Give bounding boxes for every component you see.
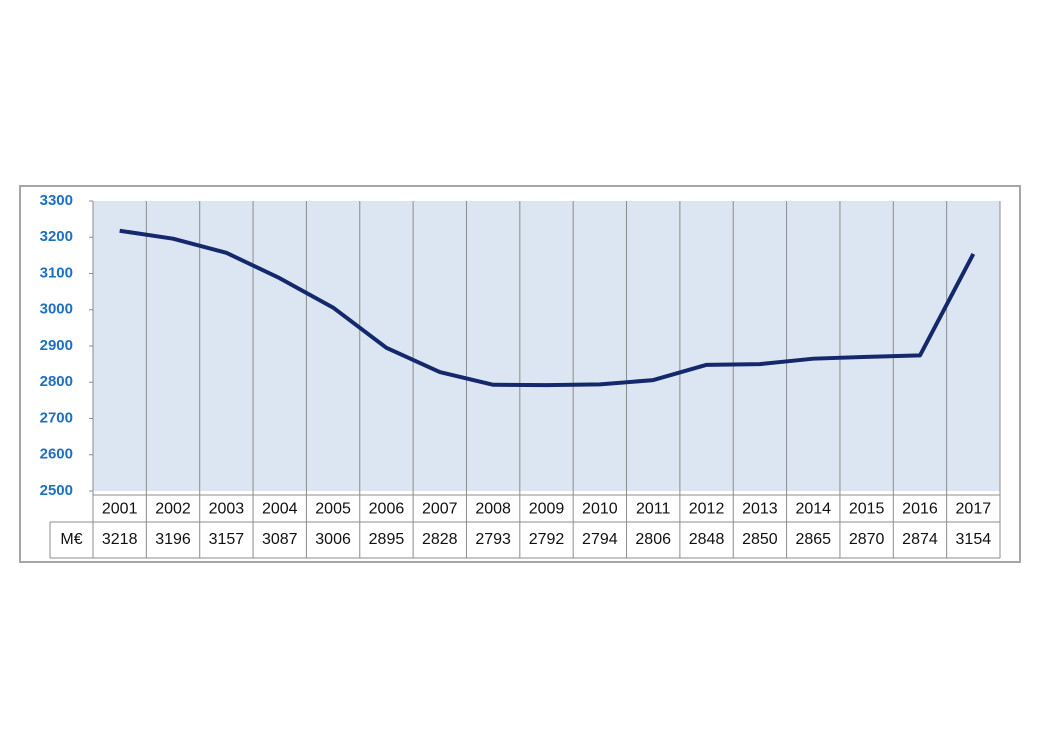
data-table-value: 2865 [795, 531, 831, 548]
line [119, 228, 976, 388]
data-table-value: 3006 [315, 531, 351, 548]
x-tick-label: 2015 [849, 501, 885, 518]
y-tick-label: 2900 [40, 337, 73, 354]
x-tick-label: 2014 [795, 501, 831, 518]
x-tick-label: 2009 [529, 501, 565, 518]
x-tick-label: 2017 [956, 501, 992, 518]
y-tick-label: 2800 [40, 373, 73, 390]
plot-area [93, 201, 1000, 491]
data-table-value: 3218 [102, 531, 138, 548]
data-table-value: 2850 [742, 531, 778, 548]
y-tick-label: 3300 [40, 192, 73, 209]
y-tick-label: 3200 [40, 228, 73, 245]
data-table-value: 2848 [689, 531, 725, 548]
x-tick-label: 2003 [209, 501, 245, 518]
y-tick-label: 2500 [40, 482, 73, 499]
x-tick-label: 2007 [422, 501, 458, 518]
data-table-value: 2870 [849, 531, 885, 548]
x-tick-label: 2010 [582, 501, 618, 518]
legend-key: M€ [60, 531, 82, 548]
x-tick-label: 2001 [102, 501, 138, 518]
data-table-value: 2874 [902, 531, 938, 548]
x-tick-label: 2012 [689, 501, 725, 518]
data-table-value: 2793 [475, 531, 511, 548]
data-table-value: 2792 [529, 531, 565, 548]
data-table-value: 3196 [155, 531, 191, 548]
data-table-value: 2806 [635, 531, 671, 548]
x-tick-label: 2013 [742, 501, 778, 518]
y-tick-label: 2600 [40, 446, 73, 463]
data-table-value: 2895 [369, 531, 405, 548]
x-tick-label: 2011 [636, 501, 671, 518]
data-table-value: 2794 [582, 531, 618, 548]
x-tick-label: 2002 [155, 501, 191, 518]
x-tick-label: 2006 [369, 501, 405, 518]
y-tick-label: 2700 [40, 409, 73, 426]
x-tick-label: 2016 [902, 501, 938, 518]
x-tick-label: 2005 [315, 501, 351, 518]
x-tick-label: 2008 [475, 501, 511, 518]
data-table-value: 3087 [262, 531, 298, 548]
data-table-value: 2828 [422, 531, 458, 548]
y-tick-label: 3100 [40, 264, 73, 281]
x-tick-label: 2004 [262, 501, 298, 518]
data-table-value: 3157 [209, 531, 245, 548]
y-tick-label: 3000 [40, 301, 73, 318]
data-table-value: 3154 [956, 531, 992, 548]
